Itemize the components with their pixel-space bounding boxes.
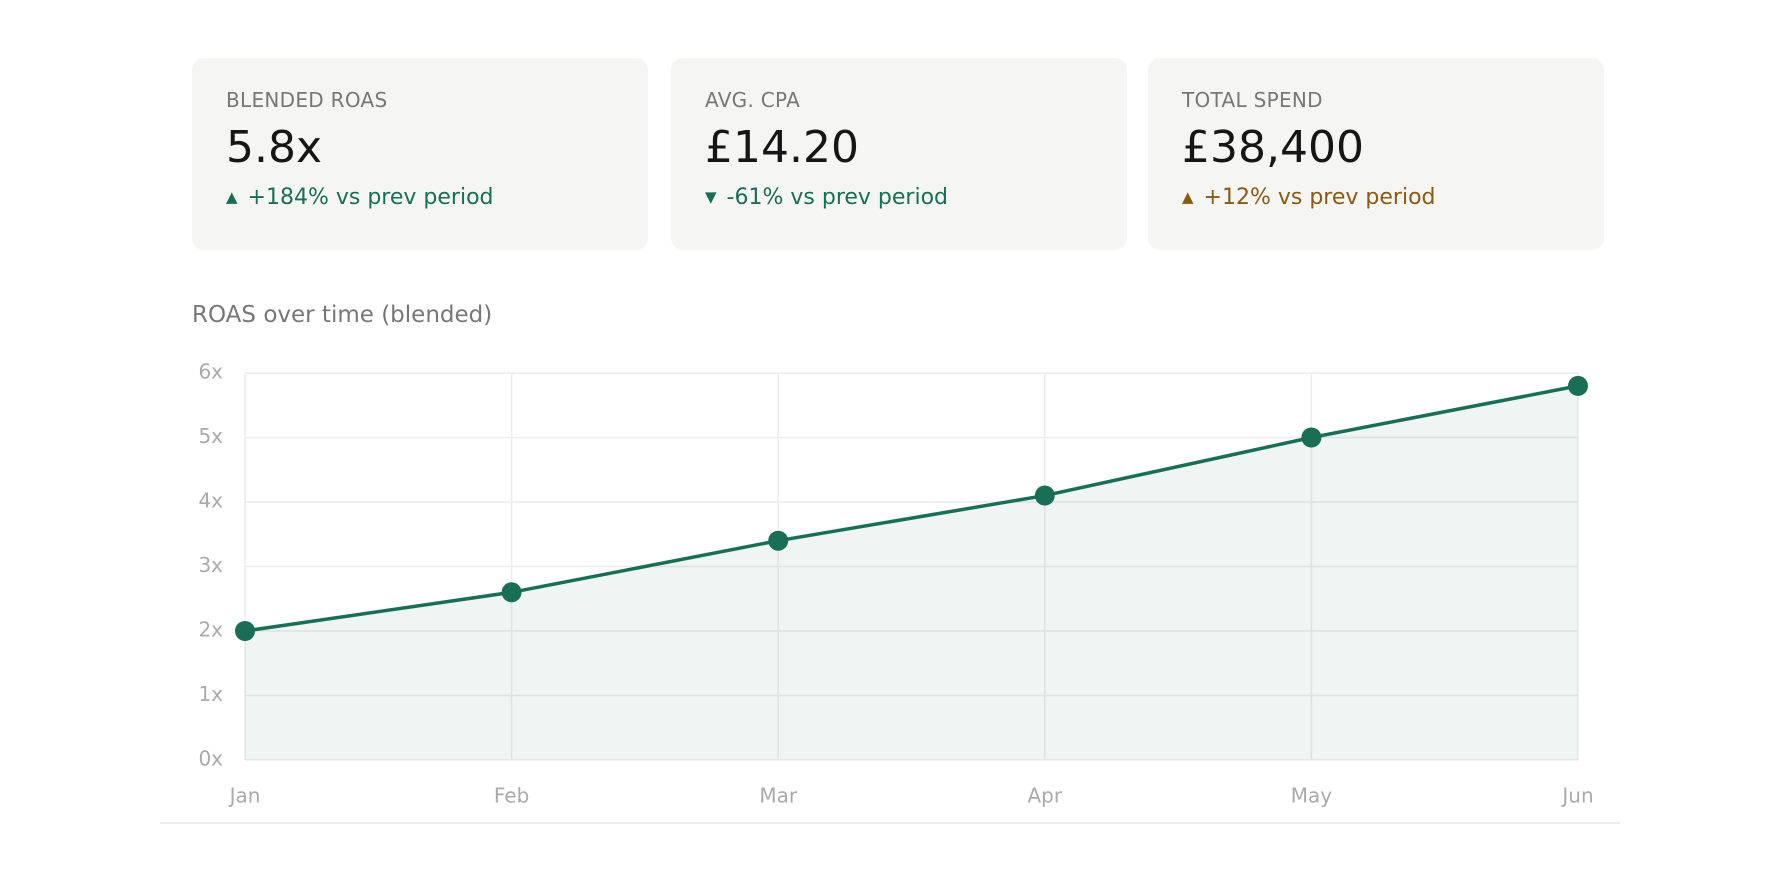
point (1568, 375, 1588, 396)
chart-title: ROAS over time (blended) (192, 302, 493, 328)
kpi-delta: +184% vs prev period (247, 185, 494, 210)
x-tick-label: May (1291, 784, 1333, 808)
y-tick-label: 4x (198, 489, 223, 513)
delta-arrow: ▲ (226, 188, 238, 206)
kpi-delta-row: ▼ -61% vs prev period (705, 185, 1093, 210)
delta-arrow: ▲ (1182, 188, 1194, 206)
kpi-card: TOTAL SPEND £38,400 ▲ +12% vs prev period (1148, 58, 1604, 250)
y-tick-label: 1x (198, 682, 223, 706)
kpi-value: £38,400 (1182, 122, 1364, 173)
kpi-label: BLENDED ROAS (226, 88, 388, 112)
line (244, 384, 1579, 633)
y-tick-label: 2x (198, 618, 223, 642)
delta-arrow: ▼ (705, 188, 717, 206)
kpi-delta: +12% vs prev period (1203, 185, 1436, 210)
point (1301, 427, 1322, 448)
kpi-label: AVG. CPA (705, 88, 801, 112)
x-tick-label: Feb (494, 784, 529, 808)
point (768, 530, 789, 551)
y-tick-label: 6x (198, 360, 223, 384)
kpi-value: £14.20 (705, 122, 859, 173)
kpi-value: 5.8x (226, 122, 323, 173)
kpi-card: BLENDED ROAS 5.8x ▲ +184% vs prev period (192, 58, 648, 250)
point (501, 582, 522, 603)
kpi-label: TOTAL SPEND (1182, 88, 1323, 112)
kpi-card: AVG. CPA £14.20 ▼ -61% vs prev period (671, 58, 1127, 250)
point (1034, 485, 1055, 506)
y-tick-label: 5x (198, 424, 223, 448)
y-tick-label: 3x (198, 553, 223, 577)
kpi-delta-row: ▲ +12% vs prev period (1182, 185, 1570, 210)
kpi-delta-row: ▲ +184% vs prev period (226, 185, 614, 210)
area (245, 385, 1578, 760)
x-tick-label: Jun (1560, 784, 1593, 808)
x-tick-label: Apr (1027, 784, 1062, 808)
x-tick-label: Mar (759, 784, 798, 808)
x-tick-label: Jan (228, 784, 261, 808)
kpi-delta: -61% vs prev period (726, 185, 949, 210)
y-tick-label: 0x (198, 747, 223, 771)
point (235, 621, 255, 641)
